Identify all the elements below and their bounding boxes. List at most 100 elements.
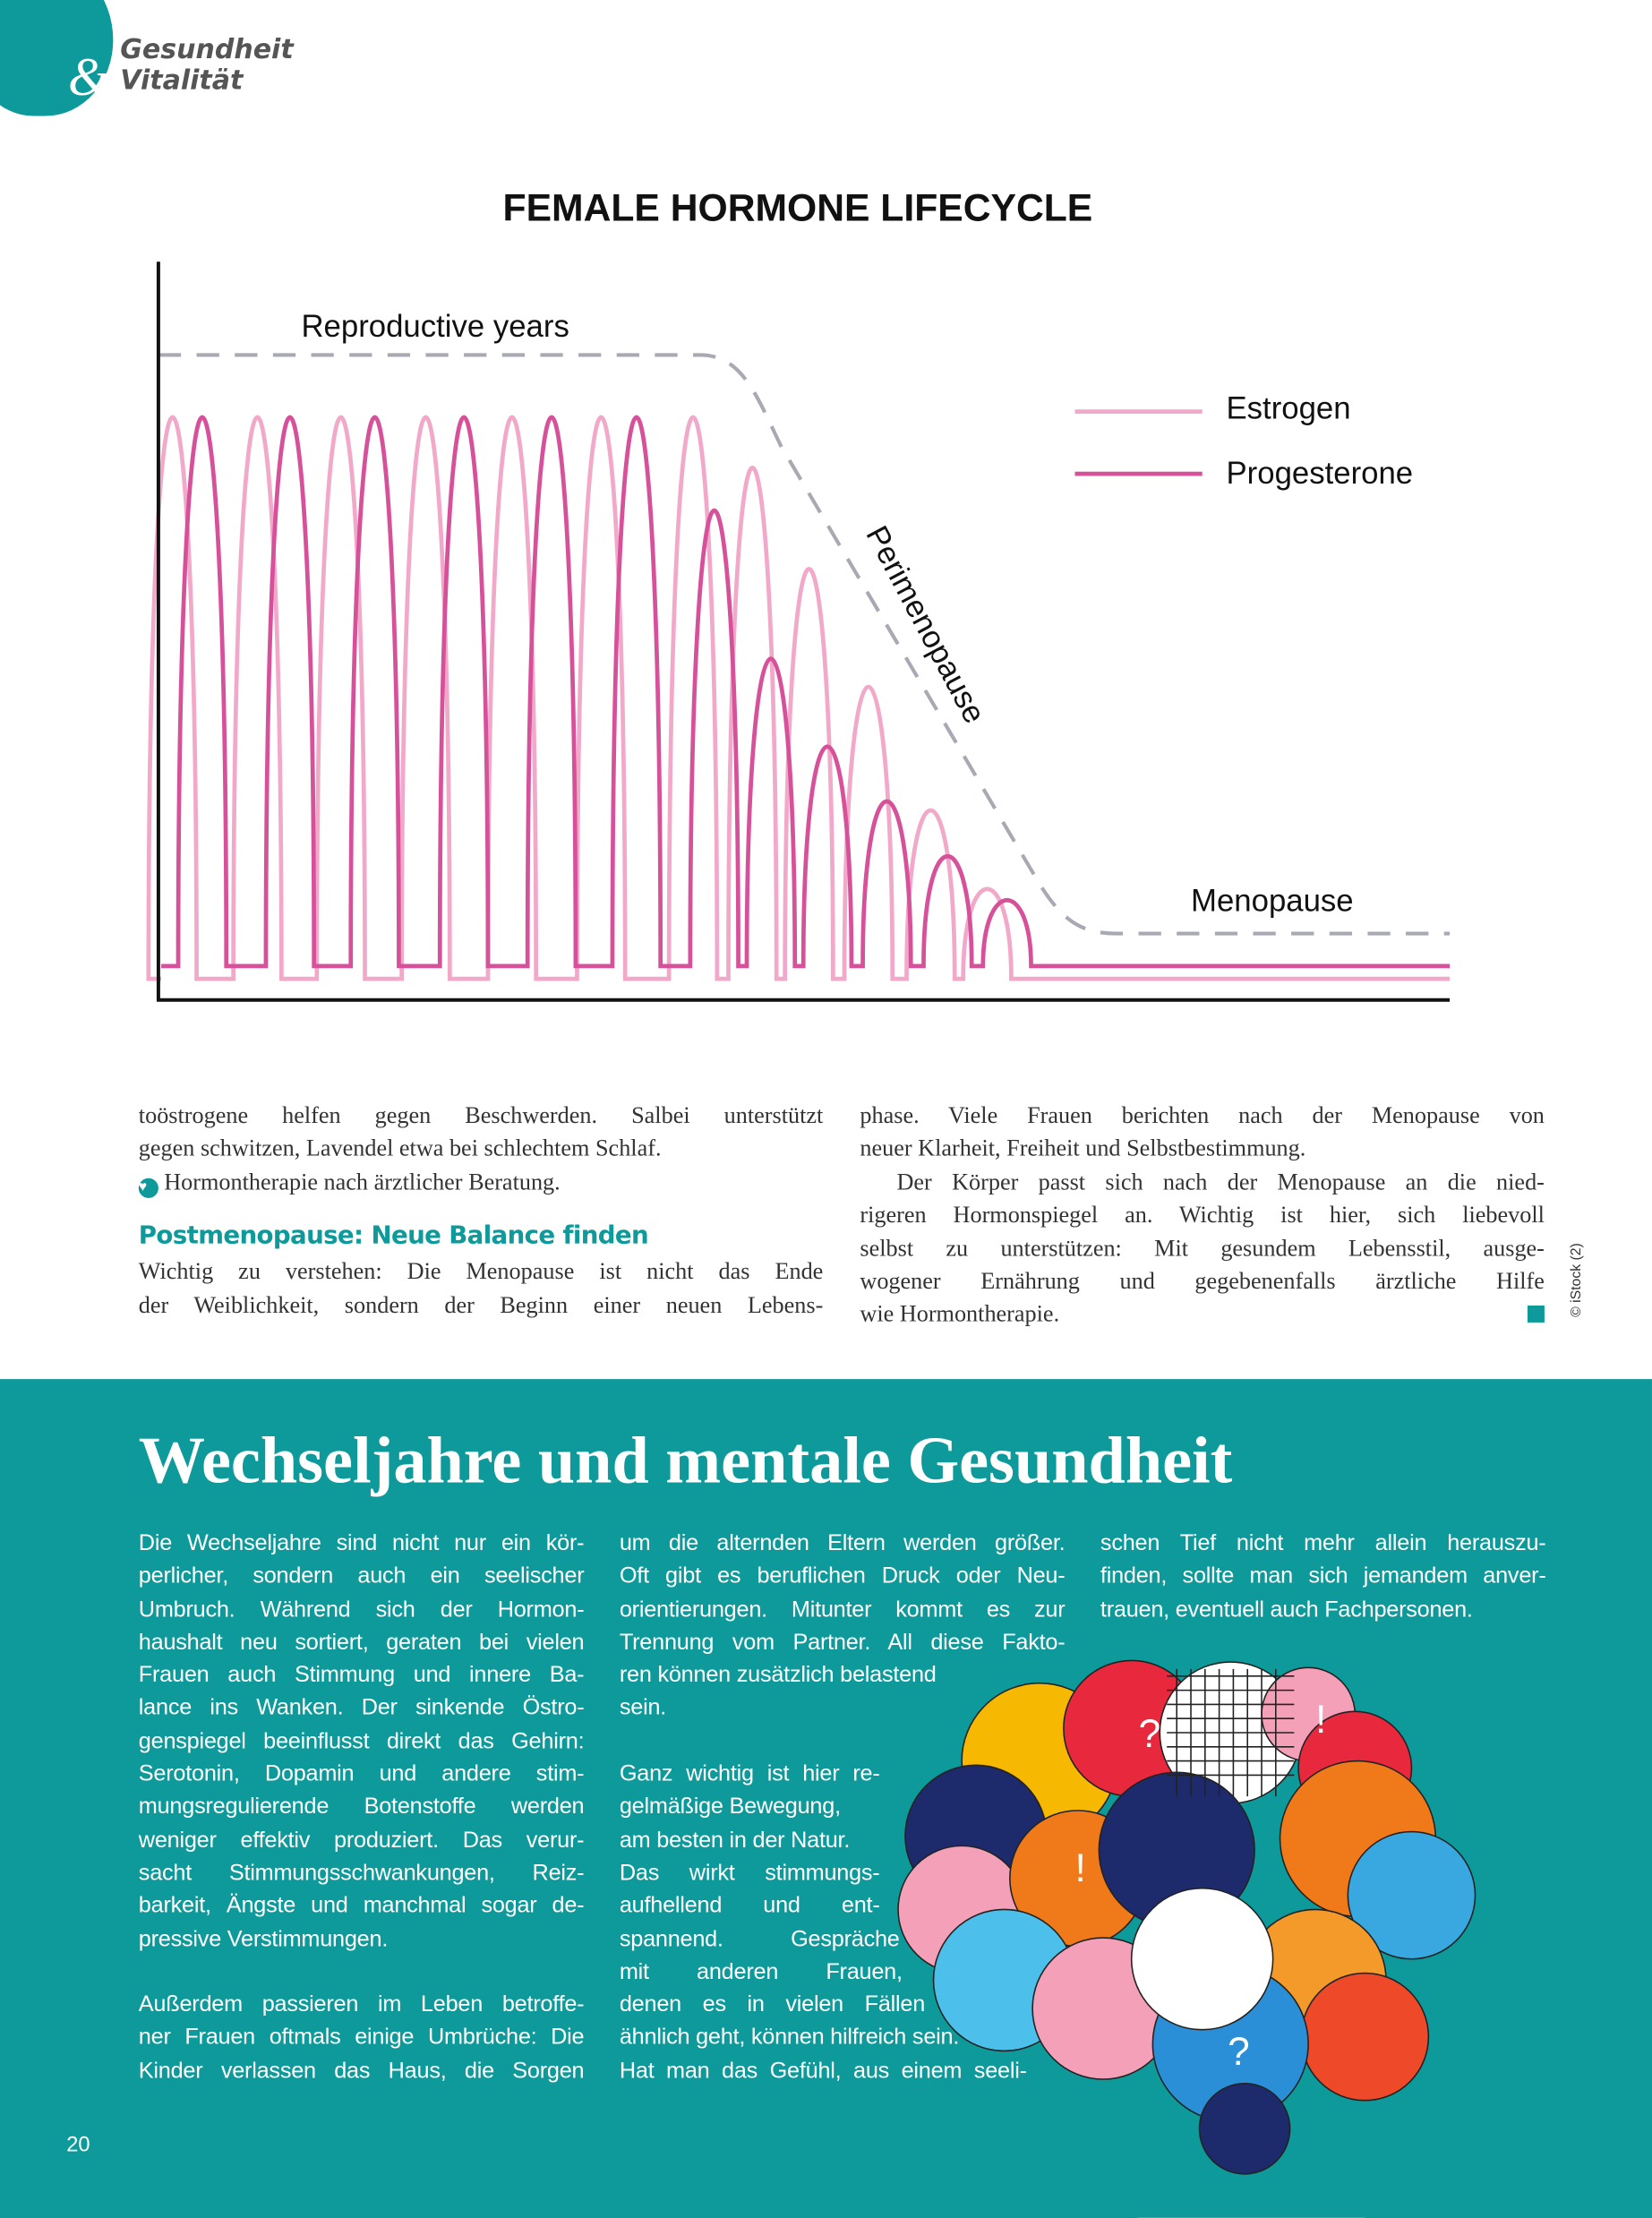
text-line-content: Kinder verlassen das Haus, die Sorgen xyxy=(138,2059,585,2084)
text-line-content: selbst zu unterstützen: Mit gesundem Leb… xyxy=(860,1234,1545,1262)
text-line: Serotonin, Dopamin und andere stim- xyxy=(139,1759,585,1792)
speech-bubble xyxy=(1300,1972,1430,2102)
legend-label-estrogen: Estrogen xyxy=(1227,392,1351,426)
bubble-symbol: ! xyxy=(1074,1846,1085,1890)
text-line-content: haushalt neu sortiert, geraten bei viele… xyxy=(138,1631,585,1655)
text-line-content: lance ins Wanken. Der sinkende Östro- xyxy=(138,1696,585,1721)
brand-ampersand: & xyxy=(67,47,110,108)
text-line: gegen schwitzen, Lavendel etwa bei schle… xyxy=(139,1132,824,1165)
text-line-content: aufhellend und ent- xyxy=(619,1894,880,1919)
text-line-content: trauen, eventuell auch Fachpersonen. xyxy=(1100,1597,1473,1623)
text-line: Kinder verlassen das Haus, die Sorgen xyxy=(139,2055,585,2088)
text-line-content: schen Tief nicht mehr allein herauszu- xyxy=(1100,1531,1546,1556)
bubble-symbol: ? xyxy=(1228,2030,1250,2074)
text-line-content: mit anderen Frauen, xyxy=(619,1960,903,1984)
text-line: pressive Verstimmungen. xyxy=(139,1923,585,1957)
text-line-content: finden, sollte man sich jemandem anver- xyxy=(1100,1564,1546,1589)
article-column-left: toöstrogene helfen gegen Beschwerden. Sa… xyxy=(138,1099,824,1321)
text-line-content: Die Wechseljahre sind nicht nur ein kör- xyxy=(138,1531,585,1556)
text-line-content: Der Körper passt sich nach der Menopause… xyxy=(896,1168,1545,1195)
text-line: Oft gibt es beruflichen Druck oder Neu- xyxy=(620,1561,1066,1594)
text-line-content: spannend. Gespräche xyxy=(619,1927,900,1952)
text-line-content: Wichtig zu verstehen: Die Menopause ist … xyxy=(138,1257,824,1285)
text-line: ähnlich geht, können hilfreich sein. xyxy=(620,2022,1015,2055)
text-line: wie Hormontherapie. xyxy=(860,1297,1545,1331)
chart-title: FEMALE HORMONE LIFECYCLE xyxy=(502,186,1093,229)
text-line: aufhellend und ent- xyxy=(620,1890,880,1923)
text-line-content: Serotonin, Dopamin und andere stim- xyxy=(138,1762,585,1787)
text-line: der Weiblichkeit, sondern der Beginn ein… xyxy=(139,1288,824,1321)
page-number: 20 xyxy=(66,2133,90,2157)
text-line: wogener Ernährung und gegebenenfalls ärz… xyxy=(860,1264,1545,1297)
text-line-content: am besten in der Natur. xyxy=(619,1828,851,1853)
text-line-content: Frauen auch Stimmung und innere Ba- xyxy=(138,1663,585,1688)
text-line-content: Hat man das Gefühl, aus einem seeli- xyxy=(619,2059,1027,2084)
text-line-content: ner Frauen oftmals einige Umbrüche: Die xyxy=(138,2025,585,2051)
label-menopause: Menopause xyxy=(1191,884,1354,918)
text-line-content: Oft gibt es beruflichen Druck oder Neu- xyxy=(619,1564,1066,1589)
text-line-content: genspiegel beeinflusst direkt das Gehirn… xyxy=(138,1729,585,1754)
paragraph-gap xyxy=(139,1956,585,1989)
text-line-content: sacht Stimmungsschwankungen, Reiz- xyxy=(138,1861,585,1886)
text-line-content: neuer Klarheit, Freiheit und Selbstbesti… xyxy=(860,1135,1306,1162)
text-line: toöstrogene helfen gegen Beschwerden. Sa… xyxy=(139,1099,824,1132)
text-line: weniger effektiv produziert. Das verur- xyxy=(139,1824,585,1857)
text-line: Außerdem passieren im Leben betroffe- xyxy=(139,1989,585,2022)
text-line-content: ren können zusätzlich belastend xyxy=(619,1663,937,1688)
text-line-content: pressive Verstimmungen. xyxy=(138,1927,389,1952)
brand-line-1: Gesundheit xyxy=(120,33,294,65)
text-line-content: ähnlich geht, können hilfreich sein. xyxy=(619,2025,960,2051)
text-line: orientierungen. Mitunter kommt es zur xyxy=(620,1594,1066,1627)
text-line-content: um die alternden Eltern werden größer. xyxy=(619,1531,1066,1556)
heart-icon: ♥ xyxy=(138,1178,158,1198)
text-line-content: Ganz wichtig ist hier re- xyxy=(619,1762,880,1787)
text-line-content: Trennung vom Partner. All diese Fakto- xyxy=(619,1631,1066,1655)
article-column-right: phase. Viele Frauen berichten nach der M… xyxy=(860,1099,1545,1331)
brand-name: Gesundheit Vitalität xyxy=(120,34,293,97)
text-line-content: barkeit, Ängste und manchmal sogar de- xyxy=(138,1894,585,1919)
series-line-progesterone xyxy=(161,415,1451,969)
text-line-content: sein. xyxy=(619,1696,667,1721)
text-line-content: toöstrogene helfen gegen Beschwerden. Sa… xyxy=(138,1101,824,1129)
text-line: mit anderen Frauen, xyxy=(620,1956,903,1989)
text-line-content: phase. Viele Frauen berichten nach der M… xyxy=(860,1101,1545,1129)
text-line-content: wie Hormontherapie. xyxy=(860,1300,1060,1328)
speech-bubble xyxy=(1198,2082,1291,2175)
text-line: finden, sollte man sich jemandem anver- xyxy=(1100,1561,1546,1594)
text-line: Frauen auch Stimmung und innere Ba- xyxy=(139,1659,585,1692)
subheading: Postmenopause: Neue Balance finden xyxy=(138,1222,649,1251)
brand-line-2: Vitalität xyxy=(120,64,244,97)
text-line: ♥ Hormontherapie nach ärztlicher Beratung… xyxy=(138,1165,824,1198)
text-line-content: weniger effektiv produziert. Das verur- xyxy=(138,1828,585,1853)
text-line: schen Tief nicht mehr allein herauszu- xyxy=(1100,1528,1546,1561)
text-line: Trennung vom Partner. All diese Fakto- xyxy=(620,1626,1066,1659)
text-line: mungsregulierende Botenstoffe werden xyxy=(139,1791,585,1824)
text-line: Die Wechseljahre sind nicht nur ein kör- xyxy=(139,1528,585,1561)
legend-label-progesterone: Progesterone xyxy=(1227,457,1414,491)
text-line-content: mungsregulierende Botenstoffe werden xyxy=(138,1795,585,1820)
text-line-content: wogener Ernährung und gegebenenfalls ärz… xyxy=(860,1267,1545,1295)
text-line-content: Außerdem passieren im Leben betroffe- xyxy=(138,1992,585,2017)
article-end-mark xyxy=(1527,1306,1545,1323)
label-reproductive-years: Reproductive years xyxy=(301,310,569,344)
text-line: Wichtig zu verstehen: Die Menopause ist … xyxy=(139,1255,824,1288)
text-line: trauen, eventuell auch Fachpersonen. xyxy=(1100,1594,1546,1627)
text-line: Der Körper passt sich nach der Menopause… xyxy=(860,1165,1545,1198)
overall-level-dashed-line xyxy=(158,353,1451,936)
feature-title: Wechseljahre und mentale Gesundheit xyxy=(138,1424,1233,1498)
speech-bubble xyxy=(1347,1830,1477,1960)
text-line: ner Frauen oftmals einige Umbrüche: Die xyxy=(139,2022,585,2055)
text-line: am besten in der Natur. xyxy=(620,1824,880,1857)
feature-column-1: Die Wechseljahre sind nicht nur ein kör-… xyxy=(139,1528,585,2088)
bubble-symbol: ! xyxy=(1315,1698,1326,1742)
text-line: Hat man das Gefühl, aus einem seeli- xyxy=(620,2055,1027,2088)
text-line: barkeit, Ängste und manchmal sogar de- xyxy=(139,1890,585,1923)
text-line: ren können zusätzlich belastend xyxy=(620,1659,1066,1692)
text-line-content: denen es in vielen Fällen xyxy=(619,1992,926,2017)
text-line: um die alternden Eltern werden größer. xyxy=(620,1528,1066,1561)
text-line: denen es in vielen Fällen xyxy=(620,1989,925,2022)
text-line: phase. Viele Frauen berichten nach der M… xyxy=(860,1099,1545,1132)
text-line: rigeren Hormonspiegel an. Wichtig ist hi… xyxy=(860,1198,1545,1231)
